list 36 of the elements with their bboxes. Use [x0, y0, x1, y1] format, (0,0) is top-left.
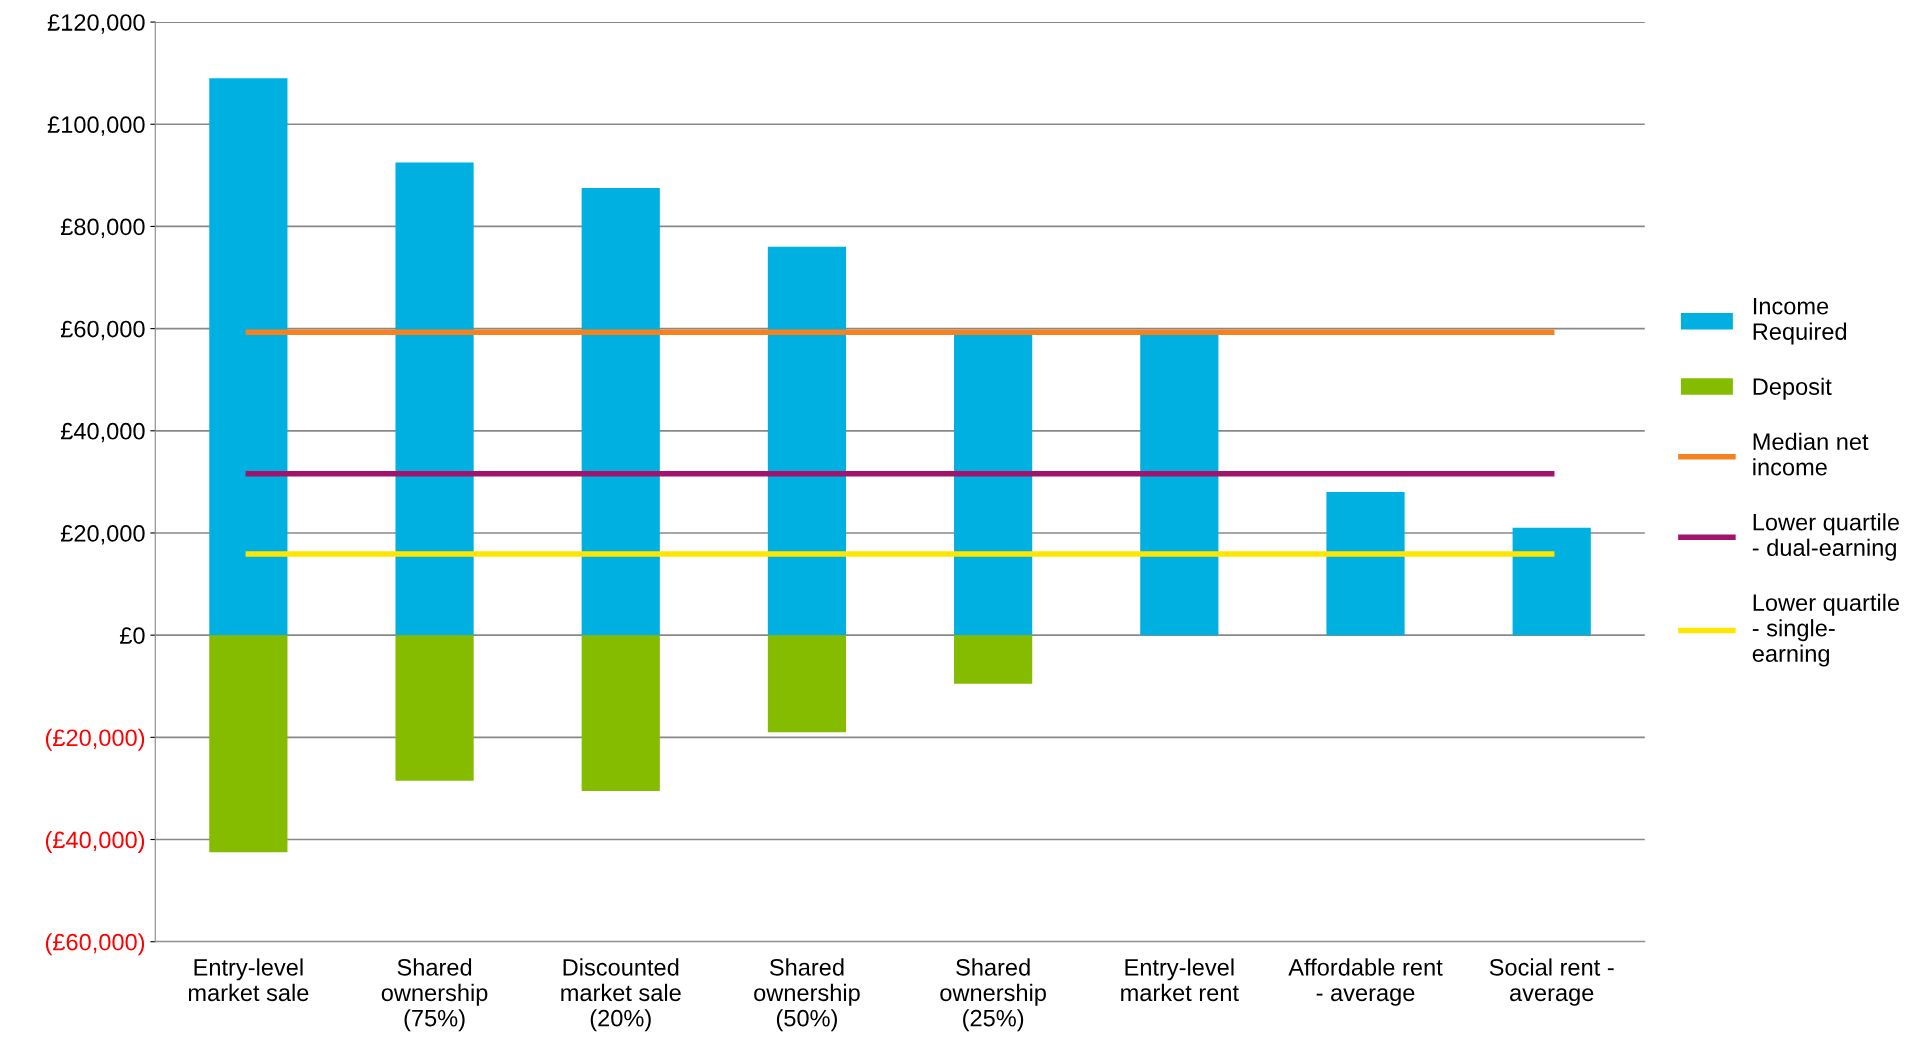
bar — [1140, 333, 1219, 636]
bar — [395, 635, 474, 781]
bar — [767, 246, 847, 636]
bar — [581, 188, 660, 636]
y-tick-label: £60,000 — [60, 320, 145, 341]
bar — [1512, 527, 1591, 636]
x-tick-label: Entry-level market sale — [188, 958, 309, 1002]
x-tick-label: Entry-level market rent — [1121, 958, 1239, 1002]
y-tick-label: (£20,000) — [45, 728, 145, 751]
y-tick-label: £120,000 — [47, 14, 145, 34]
y-tick-label: (£40,000) — [45, 830, 145, 853]
bar — [767, 635, 847, 733]
y-tick-label: (£60,000) — [45, 933, 145, 956]
y-tick-label: £80,000 — [60, 218, 145, 239]
legend-label: Lower quartile - dual-earning — [1752, 513, 1900, 561]
y-tick-label: £20,000 — [60, 525, 145, 545]
bar — [395, 162, 474, 636]
bar — [1326, 492, 1405, 636]
legend-label: Income Required — [1753, 298, 1847, 345]
bar — [209, 78, 288, 636]
bar — [581, 635, 660, 791]
y-tick-label: £0 — [119, 627, 145, 644]
x-tick-label: Affordable rent - average — [1288, 958, 1443, 1006]
legend-label: Lower quartile - single- earning — [1752, 593, 1900, 667]
y-tick-label: £100,000 — [47, 116, 145, 136]
x-tick-label: Discounted market sale (20%) — [561, 958, 681, 1032]
bar — [209, 635, 288, 853]
bar — [954, 635, 1033, 684]
legend-label: Median net income — [1753, 432, 1869, 476]
bar — [954, 333, 1033, 636]
x-tick-label: Social rent - average — [1489, 958, 1614, 1006]
x-tick-label: Shared ownership (50%) — [754, 958, 860, 1032]
x-tick-label: Shared ownership (75%) — [381, 958, 488, 1032]
x-tick-label: Shared ownership (25%) — [940, 958, 1046, 1032]
legend-label: Deposit — [1753, 377, 1832, 400]
y-tick-label: £40,000 — [60, 422, 145, 443]
